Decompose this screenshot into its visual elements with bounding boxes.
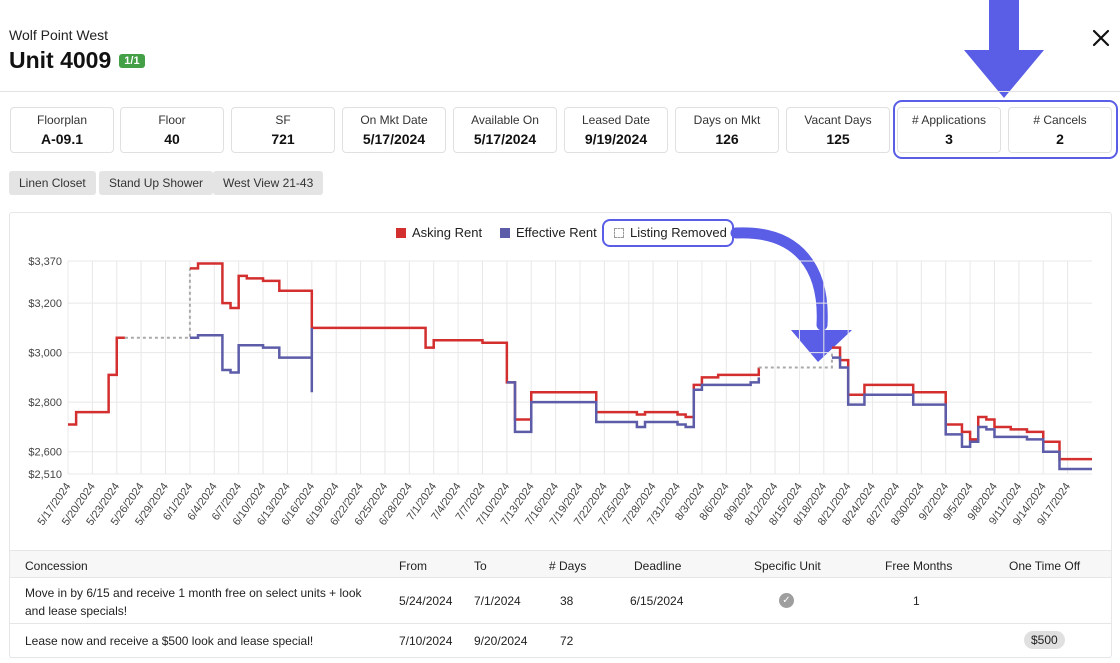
column-header: From [399, 559, 427, 573]
applications-highlight-box [893, 100, 1118, 159]
stat-label: On Mkt Date [360, 113, 428, 127]
legend-item-listing-removed[interactable]: Listing Removed [614, 225, 727, 240]
legend-label: Effective Rent [516, 225, 597, 240]
concession-deadline: 6/15/2024 [630, 594, 684, 608]
legend-item-effective[interactable]: Effective Rent [500, 225, 597, 240]
stat-card-applications: # Applications 3 [897, 107, 1001, 153]
legend-item-asking[interactable]: Asking Rent [396, 225, 482, 240]
stat-label: Floor [158, 113, 186, 127]
column-header: Free Months [885, 559, 953, 573]
stat-card-floor: Floor 40 [120, 107, 224, 153]
amenity-tag: West View 21-43 [213, 171, 324, 195]
stat-card-days-on-mkt: Days on Mkt 126 [675, 107, 779, 153]
concession-from: 7/10/2024 [399, 634, 453, 648]
amenity-tag: Linen Closet [9, 171, 96, 195]
stat-value: 721 [271, 131, 295, 147]
stat-card-vacant-days: Vacant Days 125 [786, 107, 890, 153]
stat-card-on-mkt-date: On Mkt Date 5/17/2024 [342, 107, 446, 153]
unit-title: Unit 4009 [9, 47, 112, 73]
concession-text: Move in by 6/15 and receive 1 month free… [25, 586, 362, 618]
stat-label: SF [275, 113, 291, 127]
close-icon [1092, 29, 1110, 47]
close-button[interactable] [1089, 26, 1113, 50]
building-name: Wolf Point West [9, 27, 109, 43]
column-header: One Time Off [1009, 559, 1081, 573]
concession-days: 72 [560, 634, 574, 648]
stat-card-leased-date: Leased Date 9/19/2024 [564, 107, 668, 153]
column-header: Concession [25, 559, 88, 573]
stat-label: Floorplan [36, 113, 88, 127]
listing-removed-highlight-box [602, 219, 734, 247]
check-circle-icon: ✓ [779, 593, 794, 608]
concessions-table: Concession From To # Days Deadline Speci… [10, 550, 1111, 658]
stat-value: 3 [945, 131, 953, 147]
one-time-off-badge: $500 [1024, 631, 1065, 649]
concession-from: 5/24/2024 [399, 594, 453, 608]
column-header: To [474, 559, 487, 573]
legend-swatch-icon [614, 227, 624, 238]
stat-card-cancels: # Cancels 2 [1008, 107, 1112, 153]
concession-to: 9/20/2024 [474, 634, 528, 648]
stat-label: # Applications [911, 113, 987, 127]
stat-card-floorplan: Floorplan A-09.1 [10, 107, 114, 153]
column-header: # Days [549, 559, 587, 573]
stat-value: A-09.1 [40, 131, 84, 147]
stat-value: 40 [164, 131, 180, 147]
concession-free-months: 1 [913, 594, 920, 608]
stat-label: Leased Date [581, 113, 651, 127]
legend-label: Asking Rent [412, 225, 483, 240]
table-header-row: Concession From To # Days Deadline Speci… [10, 550, 1111, 578]
table-row: Lease now and receive a $500 look and le… [10, 624, 1111, 658]
column-header: Deadline [634, 559, 682, 573]
stat-value: 126 [715, 131, 739, 147]
concession-text: Lease now and receive a $500 look and le… [25, 634, 314, 648]
concession-to: 7/1/2024 [474, 594, 521, 608]
column-header: Specific Unit [754, 559, 821, 573]
stat-value: 5/17/2024 [473, 131, 537, 147]
header-divider [0, 91, 1120, 92]
table-row: Move in by 6/15 and receive 1 month free… [10, 578, 1111, 624]
stat-card-available-on: Available On 5/17/2024 [453, 107, 557, 153]
stat-value: 5/17/2024 [362, 131, 426, 147]
stat-label: Vacant Days [804, 113, 872, 127]
unit-count-badge: 1/1 [119, 53, 145, 68]
stat-value: 125 [826, 131, 850, 147]
unit-title-row: Unit 4009 1/1 [9, 47, 145, 74]
amenity-tag: Stand Up Shower [99, 171, 214, 195]
stat-label: Days on Mkt [693, 113, 761, 127]
legend-label: Listing Removed [630, 225, 727, 240]
concession-days: 38 [560, 594, 574, 608]
stat-value: 9/19/2024 [584, 131, 648, 147]
stat-value: 2 [1056, 131, 1064, 147]
legend-swatch-icon [396, 227, 406, 238]
down-arrow-annotation [964, 0, 1044, 98]
legend-swatch-icon [500, 227, 510, 238]
stat-label: Available On [471, 113, 539, 127]
stat-label: # Cancels [1033, 113, 1087, 127]
stat-card-sf: SF 721 [231, 107, 335, 153]
